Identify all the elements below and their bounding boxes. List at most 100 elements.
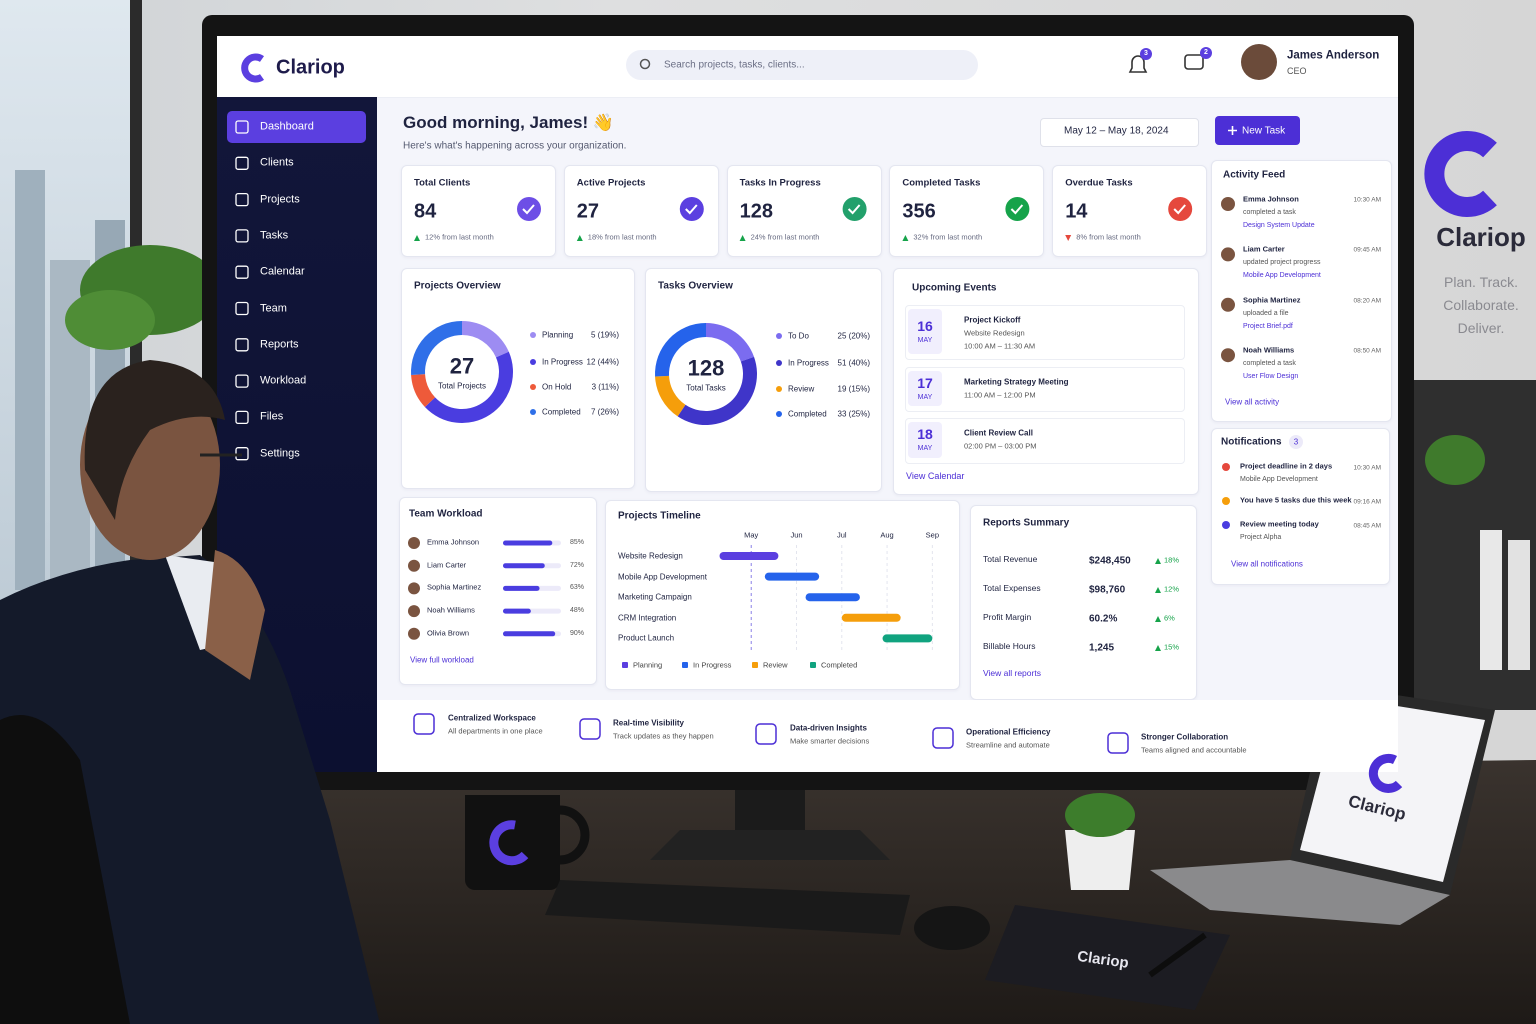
stat-value: 14 [1065, 200, 1088, 223]
sidebar-item[interactable]: Tasks [260, 229, 289, 242]
wall-tagline: Plan. Track. [1444, 273, 1518, 290]
avatar [408, 605, 420, 618]
mug-handle [559, 805, 590, 865]
view-link[interactable]: View all activity [1225, 397, 1280, 407]
stat-icon-glyph [1173, 204, 1186, 215]
event-item[interactable] [905, 305, 1185, 360]
task-name: Mobile App Development [618, 572, 707, 581]
sidebar-item[interactable]: Team [260, 302, 287, 315]
legend-label: Review [788, 384, 815, 394]
legend-label: Completed [821, 660, 858, 670]
activity-name: Noah Williams [1243, 345, 1295, 355]
legend-label: In Progress [542, 357, 583, 367]
activity-target: Mobile App Development [1243, 272, 1321, 280]
wall-tagline: Deliver. [1457, 319, 1505, 336]
member-name: Olivia Brown [427, 628, 470, 638]
logo [241, 53, 265, 83]
event-item[interactable] [905, 418, 1185, 464]
stat-icon-glyph [522, 204, 535, 215]
trend-arrow [739, 235, 746, 241]
view-link[interactable]: View all reports [983, 668, 1041, 679]
activity-action: updated project progress [1243, 259, 1321, 267]
monitor-base [650, 830, 890, 860]
trend-arrow [1065, 235, 1072, 241]
notification-text: Project deadline in 2 days [1240, 461, 1333, 471]
task-name: Marketing Campaign [618, 592, 692, 602]
stat-icon [517, 197, 541, 221]
avatar [408, 627, 420, 640]
event-time: 02:00 PM – 03:00 PM [964, 441, 1037, 451]
legend-dot [530, 359, 536, 365]
sidebar-item[interactable]: Settings [260, 447, 300, 460]
legend-value: 33 (25%) [837, 409, 870, 419]
sidebar-item[interactable]: Reports [260, 338, 299, 351]
notifications-card [1211, 428, 1390, 585]
stat-change: 18% from last month [587, 232, 657, 242]
legend-label: In Progress [788, 358, 829, 368]
report-value: $98,760 [1089, 584, 1126, 596]
event-month: MAY [917, 444, 933, 452]
user-name: James Anderson [1287, 49, 1380, 62]
sidebar-active[interactable] [227, 111, 366, 143]
donut-segment [411, 321, 462, 375]
event-item[interactable] [905, 367, 1185, 412]
donut-segment [411, 374, 436, 407]
card-title: Activity Feed [1223, 169, 1286, 181]
legend-label: Completed [788, 409, 827, 419]
sidebar-item[interactable]: Calendar [260, 265, 305, 278]
legend-label: To Do [788, 331, 809, 341]
report-value: $248,450 [1089, 555, 1131, 567]
view-link[interactable]: View all notifications [1231, 559, 1303, 569]
timeline-bar [841, 613, 901, 622]
sidebar-item[interactable]: Files [260, 411, 284, 424]
stat-label: Completed Tasks [902, 177, 981, 189]
donut-total-label: Total Projects [437, 381, 487, 391]
sidebar-icon [235, 338, 249, 352]
activity-time: 08:20 AM [1353, 297, 1381, 305]
stat-change: 24% from last month [750, 232, 820, 242]
sidebar-item[interactable]: Projects [260, 193, 300, 206]
date-range-text[interactable]: May 12 – May 18, 2024 [1064, 125, 1169, 137]
stat-label: Tasks In Progress [739, 177, 821, 189]
search-box[interactable] [626, 50, 978, 80]
chair [0, 715, 130, 1024]
legend-value: 19 (15%) [837, 384, 870, 394]
view-link[interactable]: View Calendar [906, 470, 965, 481]
timeline-bar [719, 552, 779, 560]
date-range[interactable] [1040, 118, 1199, 147]
card-title: Reports Summary [983, 517, 1070, 529]
timeline-bar [764, 572, 820, 581]
plus-icon [1228, 126, 1237, 135]
sidebar-item[interactable]: Clients [260, 156, 294, 169]
sidebar-item[interactable]: Workload [260, 374, 307, 387]
donut-segment [677, 356, 757, 425]
sidebar-icon [235, 120, 249, 134]
new-task-label[interactable]: New Task [1242, 125, 1286, 137]
report-label: Total Revenue [983, 554, 1038, 565]
workload-value: 72% [569, 561, 584, 569]
sidebar-icon [235, 229, 249, 243]
view-link[interactable]: View full workload [410, 655, 474, 665]
legend-swatch [752, 662, 758, 668]
legend-dot [776, 360, 782, 366]
workload-bar [503, 631, 556, 637]
legend-swatch [682, 662, 688, 668]
report-change: 18% [1164, 555, 1180, 565]
timeline-bar [882, 634, 933, 643]
workload-card [399, 497, 597, 685]
member-name: Noah Williams [427, 605, 475, 615]
member-name: Liam Carter [427, 560, 467, 570]
notification-time: 10:30 AM [1353, 464, 1381, 472]
workload-bar [503, 540, 553, 546]
sidebar-item[interactable]: Dashboard [260, 120, 314, 133]
workload-bar [503, 563, 545, 569]
bell-icon [1128, 55, 1148, 73]
feature-subtitle: All departments in one place [448, 726, 543, 736]
event-date [908, 309, 942, 354]
activity-time: 08:50 AM [1353, 347, 1381, 355]
wall-tagline: Collaborate. [1443, 296, 1519, 313]
stat-icon [1005, 197, 1030, 221]
sidebar-icon [235, 410, 249, 425]
month-label: Jul [836, 530, 847, 540]
building [15, 170, 45, 590]
